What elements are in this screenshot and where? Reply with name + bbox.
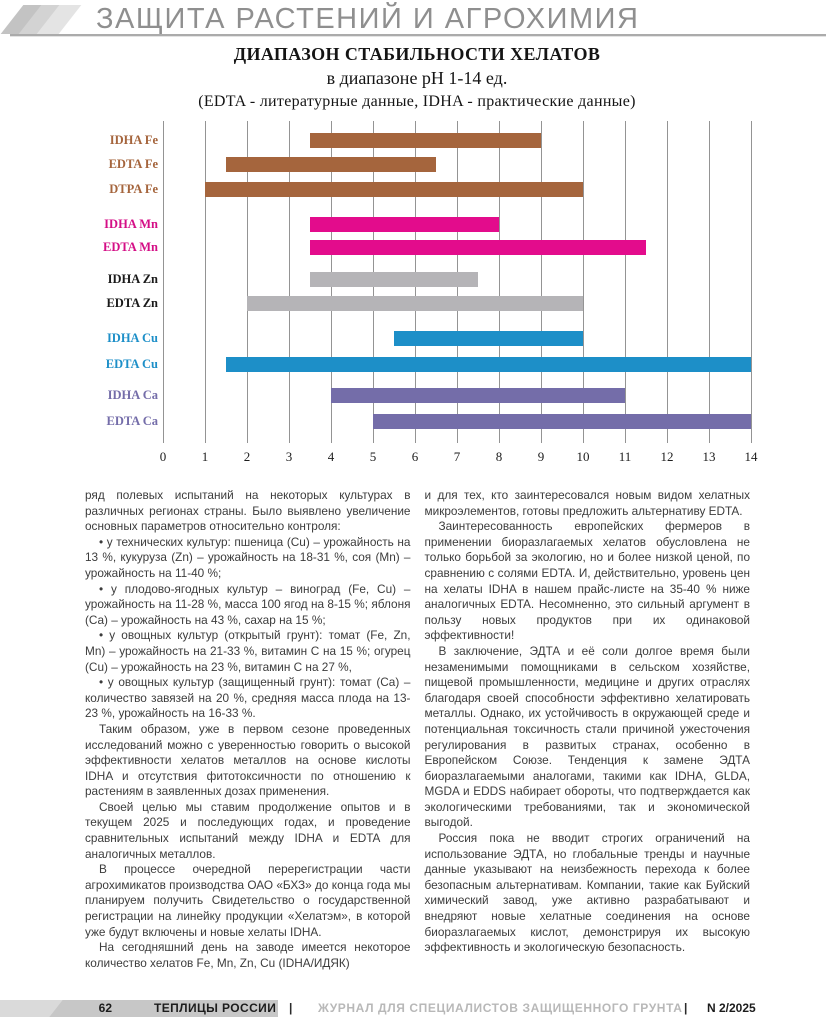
x-tick-label: 11: [618, 449, 632, 464]
row-label-dtpa-fe: DTPA Fe: [109, 182, 158, 196]
x-tick-label: 13: [702, 449, 716, 464]
bar-edta-fe: [226, 157, 436, 172]
bar-edta-zn: [247, 296, 583, 311]
gridline: [709, 121, 710, 443]
gridline: [205, 121, 206, 443]
x-tick-label: 3: [285, 449, 293, 464]
bar-idha-mn: [310, 217, 499, 232]
gridline: [583, 121, 584, 443]
row-label-edta-cu: EDTA Cu: [105, 357, 158, 371]
chart-title-block: ДИАПАЗОН СТАБИЛЬНОСТИ ХЕЛАТОВ в диапазон…: [0, 44, 834, 111]
paragraph: • у овощных культур (защищенный грунт): …: [85, 675, 411, 721]
row-label-idha-zn: IDHA Zn: [107, 272, 158, 286]
paragraph: • у технических культур: пшеница (Cu) – …: [85, 534, 411, 580]
gridline: [499, 121, 500, 443]
paragraph: ряд полевых испытаний на некоторых культ…: [85, 488, 411, 534]
left-column: ряд полевых испытаний на некоторых культ…: [85, 488, 411, 971]
paragraph: Россия пока не вводит строгих ограничени…: [424, 831, 751, 955]
footer-band: [0, 1000, 278, 1017]
issue-number: N 2/2025: [707, 1001, 756, 1015]
bar-edta-ca: [373, 414, 751, 429]
paragraph: • у плодово-ягодных культур – виноград (…: [85, 581, 411, 627]
footer-separator: |: [289, 1001, 293, 1015]
x-tick-label: 14: [744, 449, 758, 464]
row-label-idha-ca: IDHA Ca: [107, 388, 158, 402]
gridline: [163, 121, 164, 443]
page-footer: 62 ТЕПЛИЦЫ РОССИИ | ЖУРНАЛ ДЛЯ СПЕЦИАЛИС…: [0, 1000, 834, 1017]
paragraph: В заключение, ЭДТА и её соли долгое врем…: [424, 643, 751, 830]
bar-edta-mn: [310, 240, 646, 255]
x-tick-label: 12: [660, 449, 674, 464]
row-label-edta-mn: EDTA Mn: [103, 240, 158, 254]
x-tick-label: 5: [369, 449, 377, 464]
x-tick-label: 9: [537, 449, 545, 464]
article-body: ряд полевых испытаний на некоторых культ…: [85, 488, 750, 971]
header-rule: [10, 34, 826, 37]
row-label-edta-fe: EDTA Fe: [108, 157, 158, 171]
row-label-idha-fe: IDHA Fe: [109, 133, 158, 147]
bar-edta-cu: [226, 357, 751, 372]
chart-subtitle: в диапазоне pH 1-14 ед.: [326, 68, 508, 88]
chart-legend-note: (EDTA - литературные данные, IDHA - прак…: [198, 93, 636, 110]
bar-idha-zn: [310, 272, 478, 287]
chart-title: ДИАПАЗОН СТАБИЛЬНОСТИ ХЕЛАТОВ: [233, 44, 601, 64]
row-label-idha-cu: IDHA Cu: [106, 331, 158, 345]
section-title: ЗАЩИТА РАСТЕНИЙ И АГРОХИМИЯ: [96, 3, 640, 35]
row-label-edta-zn: EDTA Zn: [106, 296, 158, 310]
paragraph: Таким образом, уже в первом сезоне прове…: [85, 721, 411, 799]
bar-idha-cu: [394, 331, 583, 346]
x-tick-label: 7: [453, 449, 461, 464]
journal-subtitle: ЖУРНАЛ ДЛЯ СПЕЦИАЛИСТОВ ЗАЩИЩЕННОГО ГРУН…: [318, 1001, 683, 1015]
gridline: [625, 121, 626, 443]
journal-brand: ТЕПЛИЦЫ РОССИИ: [154, 1001, 277, 1015]
footer-separator: |: [684, 1001, 688, 1015]
right-column: и для тех, кто заинтересовался новым вид…: [425, 488, 751, 971]
header-decoration: [0, 5, 90, 34]
paragraph: • у овощных культур (открытый грунт): то…: [85, 628, 411, 674]
row-label-idha-mn: IDHA Mn: [104, 217, 158, 231]
deco-parallelogram-icon: [0, 1000, 63, 1017]
x-tick-label: 2: [243, 449, 251, 464]
bar-idha-ca: [331, 388, 625, 403]
paragraph: На сегодняшний день на заводе имеется не…: [85, 940, 411, 970]
stability-bar-chart: [163, 121, 752, 443]
gridline: [541, 121, 542, 443]
gridline: [289, 121, 290, 443]
page-number: 62: [98, 1001, 112, 1015]
bar-dtpa-fe: [205, 182, 583, 197]
x-tick-label: 10: [576, 449, 590, 464]
x-tick-label: 4: [327, 449, 335, 464]
x-tick-label: 8: [495, 449, 503, 464]
row-label-edta-ca: EDTA Ca: [106, 414, 158, 428]
x-tick-label: 1: [201, 449, 209, 464]
paragraph: Заинтересованность европейских фермеров …: [424, 519, 751, 643]
paragraph: Своей целью мы ставим продолжение опытов…: [85, 799, 411, 861]
gridline: [751, 121, 752, 443]
x-tick-label: 6: [411, 449, 419, 464]
paragraph: В процессе очередной перерегистрации час…: [85, 862, 411, 939]
bar-idha-fe: [310, 133, 541, 148]
gridline: [667, 121, 668, 443]
paragraph: и для тех, кто заинтересовался новым вид…: [424, 488, 751, 518]
gridline: [247, 121, 248, 443]
x-tick-label: 0: [159, 449, 167, 464]
